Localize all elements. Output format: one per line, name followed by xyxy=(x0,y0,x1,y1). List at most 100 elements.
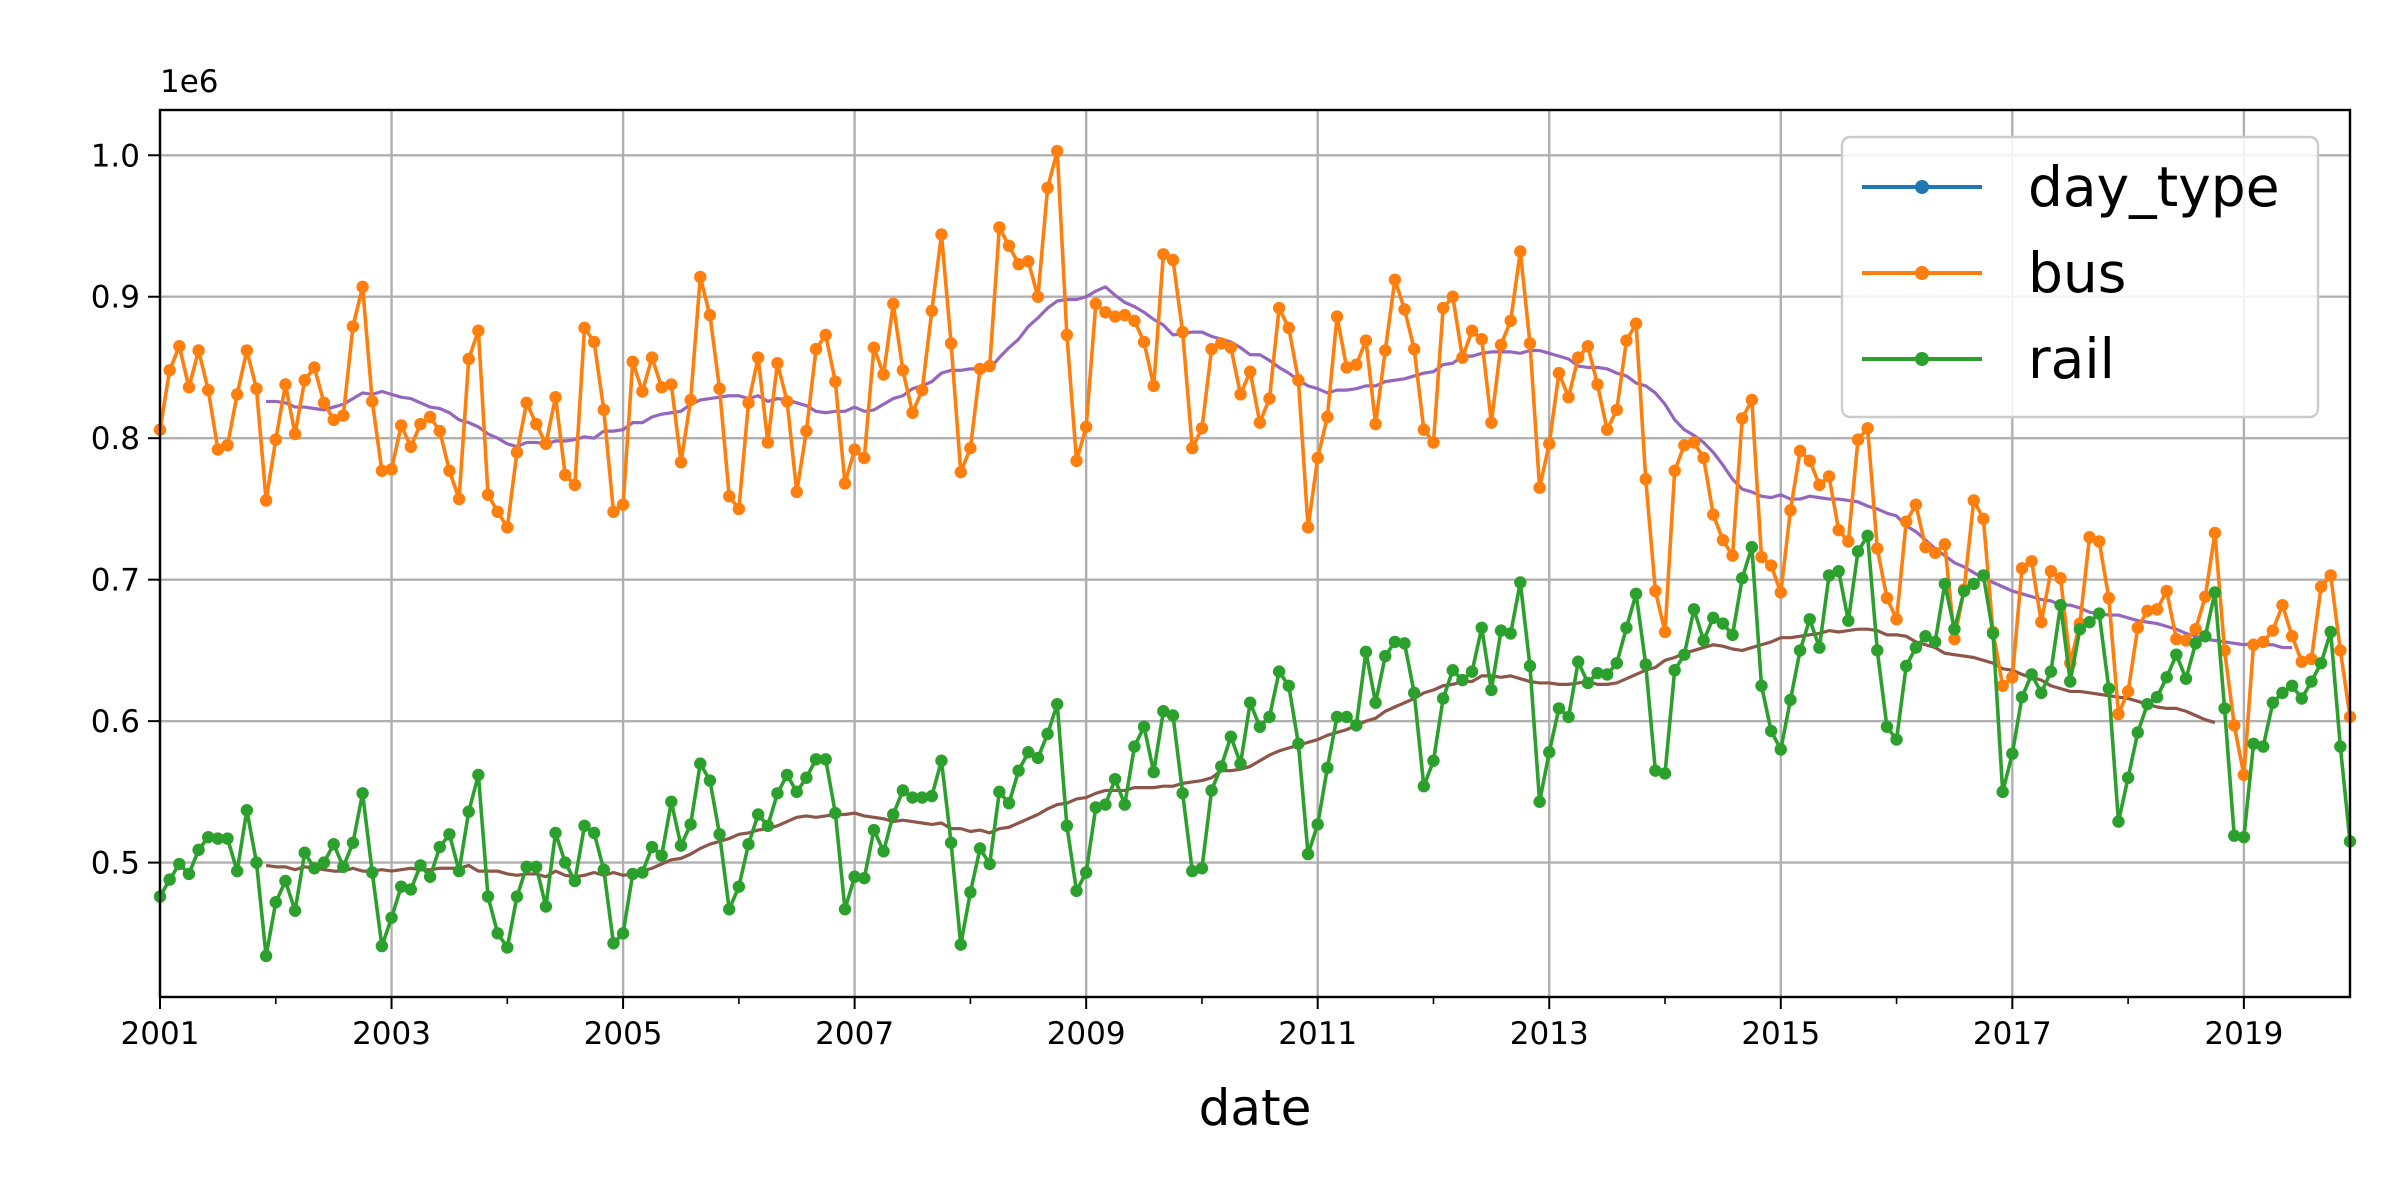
bus-point xyxy=(1774,586,1787,599)
rail-point xyxy=(578,819,591,833)
rail-point xyxy=(356,787,369,800)
bus-point xyxy=(1504,314,1517,327)
bus-point xyxy=(1658,625,1672,639)
bus-point xyxy=(1436,301,1450,315)
bus-point xyxy=(182,381,196,394)
bus-point xyxy=(317,396,331,410)
rail-point xyxy=(2334,740,2347,753)
rail-point xyxy=(1900,659,1913,673)
bus-point xyxy=(549,390,562,404)
bus-point xyxy=(1147,379,1160,393)
rail-point xyxy=(452,864,466,878)
rail-point xyxy=(780,768,794,782)
bus-point xyxy=(645,351,659,364)
bus-point xyxy=(2083,531,2096,544)
bus-point xyxy=(1880,591,1894,605)
rail-point xyxy=(1022,746,1035,759)
bus-point xyxy=(346,320,360,333)
rail-point xyxy=(2276,686,2289,700)
rail-point xyxy=(1996,785,2009,799)
bus-series xyxy=(153,144,2357,782)
bus-point xyxy=(443,464,456,477)
bus-point xyxy=(1928,546,1942,559)
rail-point xyxy=(1079,866,1093,879)
bus-rolling-mean-series xyxy=(266,285,2293,650)
bus-point xyxy=(1022,255,1035,268)
x-axis-title: date xyxy=(1199,1079,1312,1137)
rail-point xyxy=(1282,679,1295,692)
rail-point xyxy=(462,805,475,818)
bus-point xyxy=(732,502,746,516)
bus-point xyxy=(2256,635,2270,649)
bus-point xyxy=(1340,361,1353,374)
rail-point xyxy=(1157,705,1170,718)
bus-point xyxy=(1012,258,1025,271)
rail-point xyxy=(1803,613,1816,626)
x-tick-label: 2005 xyxy=(584,1016,663,1052)
rail-point xyxy=(568,874,582,888)
plot-frame xyxy=(158,108,2352,999)
rail-point xyxy=(1764,724,1778,738)
bus-point xyxy=(1716,533,1730,547)
bus-point xyxy=(1128,314,1141,327)
bus-point xyxy=(1919,540,1932,554)
rail-point xyxy=(1186,864,1199,878)
rail-point xyxy=(1128,740,1141,753)
bus-point xyxy=(279,378,292,391)
rail-point xyxy=(2305,675,2318,688)
bus-point xyxy=(2044,564,2058,578)
bus-point xyxy=(896,364,910,377)
rail-point xyxy=(867,823,881,837)
rail-point xyxy=(1243,696,1257,709)
y-tick-label: 1.0 xyxy=(91,138,140,174)
rail-point xyxy=(163,873,176,886)
rail-point xyxy=(1253,720,1267,733)
bus-point xyxy=(2092,535,2106,548)
bus-point xyxy=(1079,420,1093,434)
bus-point xyxy=(1118,308,1131,322)
bus-point xyxy=(1485,416,1498,429)
rail-point xyxy=(549,826,562,840)
rail-point xyxy=(1639,658,1652,671)
x-tick-label: 2007 xyxy=(815,1016,894,1052)
legend-label: rail xyxy=(2028,327,2115,391)
rail-point xyxy=(1861,529,1874,543)
bus-point xyxy=(2170,632,2183,646)
rail-point xyxy=(308,862,321,875)
rail-point xyxy=(1446,664,1459,677)
rail-point xyxy=(2064,675,2077,688)
legend-label: bus xyxy=(2028,241,2126,305)
legend-label: day_type xyxy=(2028,155,2280,219)
rail-point xyxy=(2189,637,2202,650)
rail-point xyxy=(433,840,446,854)
bus-point xyxy=(1600,423,1614,436)
rail-point xyxy=(491,927,504,940)
rail-point xyxy=(1668,664,1681,677)
bus-point xyxy=(1822,470,1836,483)
bus-point xyxy=(2285,630,2299,643)
bus-point xyxy=(1967,494,1980,507)
rail-point xyxy=(2324,625,2337,639)
rail-point xyxy=(1967,577,1980,591)
rail-point xyxy=(1465,665,1479,678)
bus-point xyxy=(1089,297,1103,311)
rail-point xyxy=(1388,635,1402,649)
x-tick-label: 2009 xyxy=(1047,1016,1126,1052)
rail-point xyxy=(192,843,205,857)
rail-point xyxy=(1774,743,1787,756)
rail-point xyxy=(1571,655,1585,668)
rail-point xyxy=(1600,668,1614,681)
rail-point xyxy=(1041,727,1054,741)
rail-point xyxy=(1591,666,1604,680)
rail-point xyxy=(2208,586,2222,599)
rail-point xyxy=(877,845,890,858)
bus-point xyxy=(2102,591,2116,605)
bus-point xyxy=(1388,273,1402,286)
bus-rolling-mean-line xyxy=(266,285,2293,650)
bus-point xyxy=(915,383,929,397)
rail-point xyxy=(858,871,871,885)
rail-point xyxy=(607,937,620,950)
y-tick-label: 0.7 xyxy=(91,563,140,599)
bus-point xyxy=(1292,374,1305,387)
